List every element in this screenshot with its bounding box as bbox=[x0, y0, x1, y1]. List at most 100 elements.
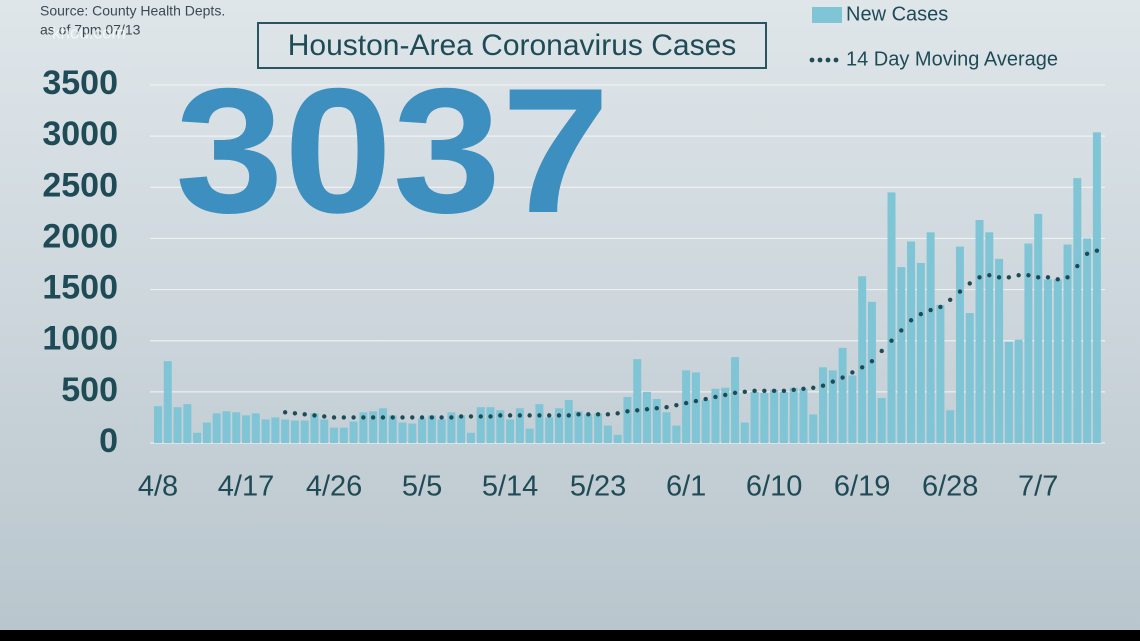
watermark: khou.com bbox=[52, 23, 126, 42]
average-dot bbox=[957, 289, 963, 294]
bar bbox=[1063, 244, 1072, 443]
bar bbox=[261, 419, 270, 443]
bar bbox=[1014, 339, 1023, 443]
bar bbox=[701, 400, 710, 443]
bar bbox=[359, 412, 368, 443]
bar bbox=[369, 411, 378, 443]
average-dot bbox=[488, 414, 493, 419]
average-dot bbox=[370, 415, 376, 420]
bar bbox=[447, 412, 456, 443]
average-dot bbox=[762, 388, 767, 394]
average-dot bbox=[820, 383, 826, 388]
bar bbox=[672, 425, 681, 443]
average-dot bbox=[664, 405, 669, 410]
average-dot bbox=[1016, 273, 1021, 278]
bar bbox=[789, 387, 798, 443]
average-dot bbox=[899, 328, 904, 333]
average-dot bbox=[419, 415, 425, 420]
average-dot bbox=[341, 415, 347, 420]
average-dot bbox=[752, 388, 757, 394]
y-tick-label: 2000 bbox=[42, 217, 118, 255]
bar bbox=[173, 407, 182, 443]
average-dot bbox=[977, 275, 982, 280]
bar bbox=[848, 375, 857, 443]
average-dot bbox=[791, 387, 796, 393]
x-tick-label: 4/17 bbox=[218, 471, 274, 503]
average-dot bbox=[967, 281, 972, 286]
bar bbox=[594, 413, 603, 443]
average-dot bbox=[1094, 248, 1100, 253]
bar bbox=[897, 267, 906, 443]
bar bbox=[427, 415, 436, 443]
bar bbox=[584, 414, 593, 443]
x-tick-label: 5/23 bbox=[570, 471, 626, 503]
average-dot bbox=[605, 412, 611, 417]
average-dot bbox=[576, 412, 581, 417]
average-dot bbox=[683, 400, 689, 406]
average-dot bbox=[1065, 275, 1070, 280]
bar bbox=[652, 399, 661, 443]
bar bbox=[809, 414, 818, 443]
average-dot bbox=[889, 338, 894, 343]
average-dot bbox=[390, 415, 395, 420]
average-dot bbox=[1084, 251, 1090, 256]
average-dot bbox=[1026, 273, 1031, 278]
average-dot bbox=[908, 318, 914, 323]
bar bbox=[554, 408, 563, 443]
bar bbox=[388, 415, 397, 443]
average-dot bbox=[439, 415, 444, 420]
bar bbox=[290, 420, 299, 443]
average-dot bbox=[996, 275, 1002, 280]
bar bbox=[418, 418, 427, 443]
bar bbox=[819, 367, 828, 443]
bar bbox=[378, 408, 387, 443]
legend-label: New Cases bbox=[846, 3, 948, 25]
x-tick-label: 6/10 bbox=[746, 471, 802, 503]
bar bbox=[995, 258, 1004, 443]
average-dot bbox=[556, 413, 562, 418]
average-dot bbox=[869, 358, 875, 364]
average-dot bbox=[811, 385, 816, 390]
average-dot bbox=[361, 415, 366, 420]
chart-title: Houston-Area Coronavirus Cases bbox=[288, 29, 737, 62]
as-of: as of 7pm 07/13 bbox=[40, 22, 141, 38]
bar bbox=[779, 391, 788, 443]
average-dot bbox=[458, 414, 464, 419]
bar bbox=[760, 392, 769, 443]
bar bbox=[202, 422, 211, 443]
average-dot bbox=[615, 411, 620, 416]
headline: 3037 bbox=[175, 51, 610, 250]
bar bbox=[281, 419, 290, 443]
bar bbox=[731, 357, 740, 443]
bar bbox=[867, 301, 876, 443]
average-dot bbox=[830, 379, 836, 384]
x-tick-label: 7/7 bbox=[1018, 471, 1058, 503]
average-dot bbox=[351, 415, 356, 420]
bar bbox=[183, 404, 192, 443]
bar bbox=[682, 370, 691, 443]
bar bbox=[887, 192, 896, 443]
bar bbox=[271, 417, 280, 443]
average-dot bbox=[674, 402, 679, 408]
average-dot bbox=[478, 414, 483, 419]
average-dot bbox=[801, 386, 806, 391]
average-dot bbox=[938, 304, 943, 310]
average-dot bbox=[312, 413, 317, 418]
bar bbox=[633, 359, 642, 443]
average-dot bbox=[654, 406, 659, 411]
average-dot bbox=[429, 415, 435, 420]
average-dot bbox=[713, 394, 718, 400]
bar bbox=[603, 425, 612, 443]
average-dot bbox=[1036, 275, 1041, 280]
bar bbox=[232, 412, 241, 443]
legend-dot bbox=[833, 57, 839, 63]
average-dot bbox=[840, 375, 845, 380]
bar bbox=[770, 389, 779, 443]
bar bbox=[1053, 279, 1062, 443]
bar bbox=[212, 413, 221, 443]
bar bbox=[955, 246, 964, 443]
bar bbox=[496, 410, 505, 443]
bar bbox=[965, 313, 974, 443]
bar bbox=[574, 411, 583, 443]
